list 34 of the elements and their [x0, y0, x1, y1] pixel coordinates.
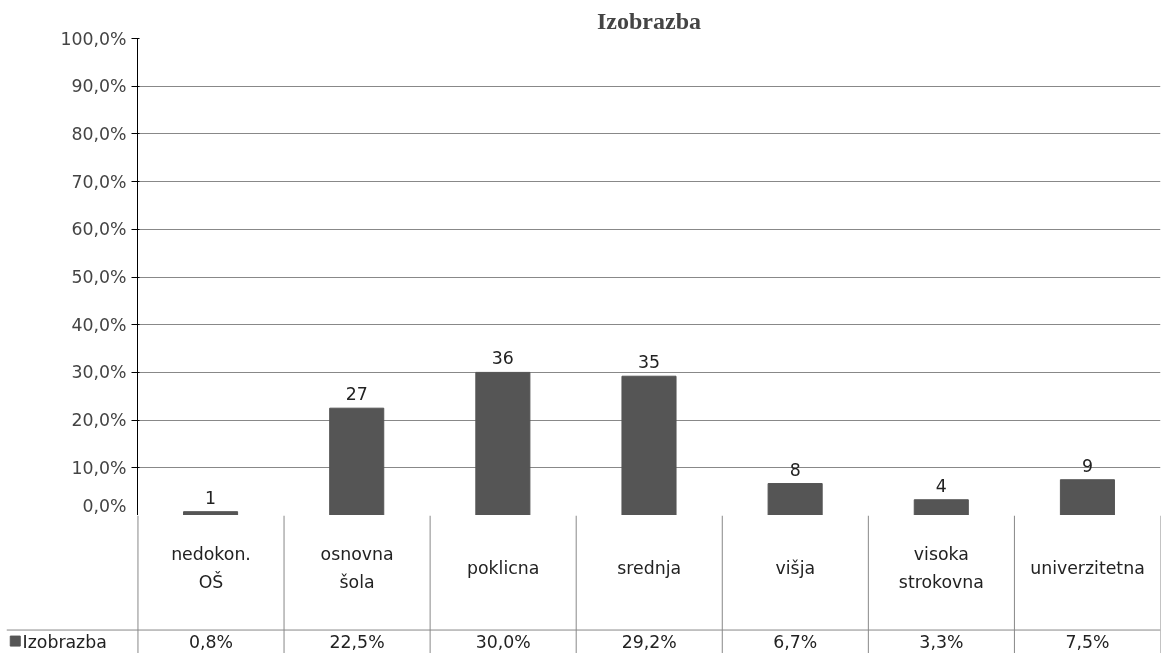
y-tick-label: 40,0%: [71, 314, 127, 335]
data-label: 30,0%: [475, 631, 531, 652]
x-tick-label: srednja: [617, 557, 682, 578]
y-tick-label: 10,0%: [71, 457, 127, 478]
chart-title: Izobrazba: [597, 7, 701, 34]
data-label: 22,5%: [329, 631, 385, 652]
annotation: 8: [789, 459, 801, 480]
x-tick-label: univerzitetna: [1030, 557, 1145, 578]
y-tick-label: 30,0%: [71, 362, 127, 383]
legend-label: Izobrazba: [22, 631, 107, 652]
y-tick-label: 0,0%: [82, 495, 127, 516]
annotation: 4: [935, 475, 947, 496]
y-tick-label: 100,0%: [60, 28, 127, 49]
annotation: 35: [637, 352, 661, 373]
y-tick-label: 90,0%: [71, 76, 127, 97]
y-tick-label: 80,0%: [71, 123, 127, 144]
x-tick-label: visoka strokovna: [898, 543, 984, 592]
y-tick-label: 50,0%: [71, 267, 127, 287]
data-label: 3,3%: [919, 631, 964, 652]
x-tick-label: osnovna šola: [320, 543, 394, 592]
annotation: 36: [491, 348, 514, 369]
data-label: 0,8%: [189, 631, 234, 652]
annotation: 9: [1081, 455, 1093, 476]
annotation: 27: [345, 384, 368, 405]
x-tick-label: nedokon. OŠ: [171, 543, 251, 592]
y-tick-label: 20,0%: [71, 410, 127, 431]
data-label: 6,7%: [773, 631, 818, 652]
data-label: 29,2%: [621, 631, 677, 652]
annotation: 1: [205, 487, 217, 508]
y-tick-label: 60,0%: [71, 219, 127, 240]
x-tick-label: poklicna: [466, 557, 540, 578]
x-tick-label: višja: [775, 557, 816, 578]
data-label: 7,5%: [1065, 631, 1110, 652]
y-tick-label: 70,0%: [71, 171, 127, 192]
